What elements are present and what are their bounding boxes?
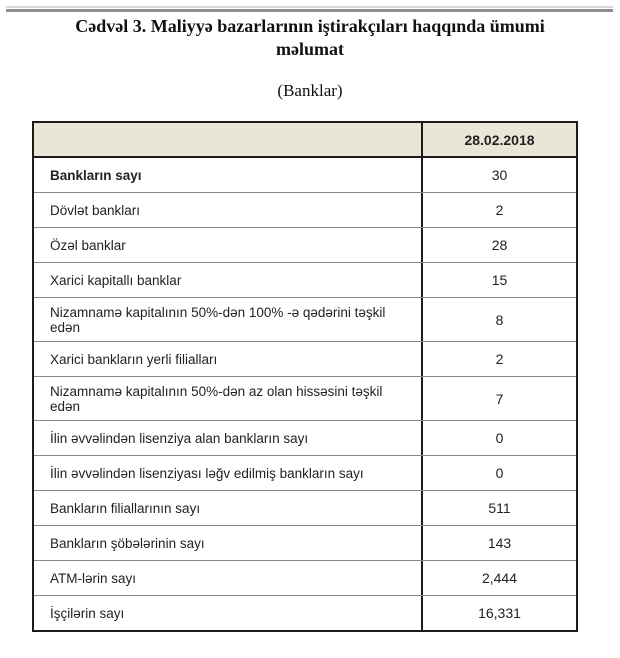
- row-value: 511: [421, 491, 576, 525]
- row-value: 0: [421, 421, 576, 455]
- row-value: 15: [421, 263, 576, 297]
- top-rule-dark-line: [6, 9, 613, 12]
- table-row: Xarici bankların yerli filialları 2: [34, 341, 576, 376]
- table-row: Dövlət bankları 2: [34, 192, 576, 227]
- row-label: Nizamnamə kapitalının 50%-dən 100% -ə qə…: [50, 304, 386, 335]
- row-value: 16,331: [421, 596, 576, 630]
- row-value: 2: [421, 342, 576, 376]
- header-empty-cell: [34, 123, 421, 156]
- row-label: Xarici kapitallı banklar: [50, 272, 182, 288]
- table-row: Nizamnamə kapitalının 50%-dən az olan hi…: [34, 376, 576, 420]
- banks-statistics-table: 28.02.2018 Bankların sayı 30 Dövlət bank…: [32, 121, 578, 632]
- row-value: 8: [421, 298, 576, 341]
- row-value: 7: [421, 377, 576, 420]
- table-body: Bankların sayı 30 Dövlət bankları 2 Özəl…: [34, 158, 576, 630]
- row-label: Bankların filiallarının sayı: [50, 500, 201, 516]
- table-row: İşçilərin sayı 16,331: [34, 595, 576, 630]
- header-date-cell: 28.02.2018: [421, 123, 576, 156]
- table-row: ATM-lərin sayı 2,444: [34, 560, 576, 595]
- table-row: Bankların şöbələrinin sayı 143: [34, 525, 576, 560]
- table-row: Xarici kapitallı banklar 15: [34, 262, 576, 297]
- table-row: Özəl banklar 28: [34, 227, 576, 262]
- table-header-row: 28.02.2018: [34, 123, 576, 158]
- table-row: Bankların filiallarının sayı 511: [34, 490, 576, 525]
- top-rule-divider: [6, 6, 613, 12]
- row-label: İlin əvvəlindən lisenziyası ləğv edilmiş…: [50, 465, 364, 481]
- row-value: 30: [421, 158, 576, 192]
- row-label: Nizamnamə kapitalının 50%-dən az olan hi…: [50, 383, 383, 414]
- table-row: İlin əvvəlindən lisenziyası ləğv edilmiş…: [34, 455, 576, 490]
- page-title: Cədvəl 3. Maliyyə bazarlarının iştirakçı…: [75, 16, 545, 59]
- table-row: Bankların sayı 30: [34, 158, 576, 192]
- row-value: 143: [421, 526, 576, 560]
- row-value: 2: [421, 193, 576, 227]
- top-rule-light-line: [6, 6, 613, 8]
- row-value: 0: [421, 456, 576, 490]
- row-label: İlin əvvəlindən lisenziya alan bankların…: [50, 430, 309, 446]
- row-value: 2,444: [421, 561, 576, 595]
- row-label: Xarici bankların yerli filialları: [50, 351, 218, 367]
- table-row: Nizamnamə kapitalının 50%-dən 100% -ə qə…: [34, 297, 576, 341]
- row-label: Özəl banklar: [50, 237, 126, 253]
- row-value: 28: [421, 228, 576, 262]
- page-subtitle: (Banklar): [277, 81, 343, 100]
- table-row: İlin əvvəlindən lisenziya alan bankların…: [34, 420, 576, 455]
- row-label: ATM-lərin sayı: [50, 570, 137, 586]
- row-label: Dövlət bankları: [50, 202, 141, 218]
- row-label: Bankların sayı: [50, 167, 142, 183]
- row-label: İşçilərin sayı: [50, 605, 125, 621]
- row-label: Bankların şöbələrinin sayı: [50, 535, 205, 551]
